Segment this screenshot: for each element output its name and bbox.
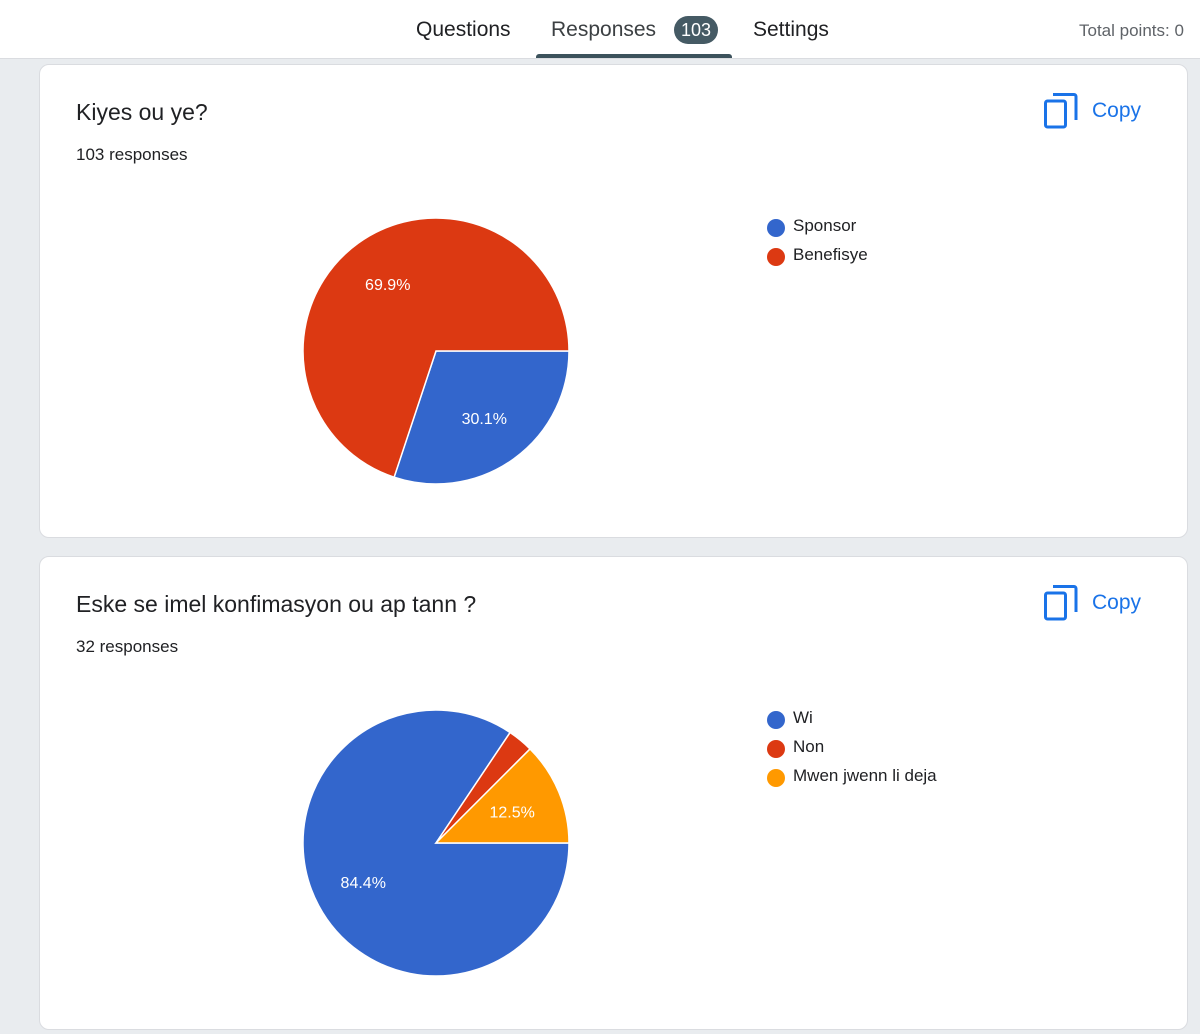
- question-summary-card: Eske se imel konfimasyon ou ap tann ? 32…: [39, 556, 1188, 1030]
- legend-color-swatch: [767, 769, 785, 787]
- tab-settings[interactable]: Settings: [753, 0, 843, 58]
- pie-slice-sponsor[interactable]: [393, 350, 570, 485]
- question-title: Kiyes ou ye?: [76, 99, 208, 125]
- tab-questions[interactable]: Questions: [416, 0, 526, 58]
- pie-value-label: 69.9%: [365, 277, 410, 294]
- legend-color-swatch: [767, 740, 785, 758]
- active-tab-indicator: [536, 54, 732, 58]
- legend-label: Non: [793, 737, 825, 756]
- legend-label: Sponsor: [793, 216, 857, 235]
- copy-chart-button[interactable]: Copy: [1044, 93, 1154, 129]
- pie-chart: 30.1% 69.9%: [302, 217, 570, 485]
- pie-value-label: 12.5%: [489, 804, 534, 821]
- pie-slice-benefisye[interactable]: [302, 217, 570, 479]
- legend-color-swatch: [767, 711, 785, 729]
- total-points: Total points: 0: [1079, 21, 1184, 40]
- copy-label: Copy: [1092, 591, 1142, 614]
- legend-label: Mwen jwenn li deja: [793, 766, 937, 785]
- top-bar: Questions Responses 103 Settings Total p…: [0, 0, 1200, 59]
- tab-responses-label: Responses: [551, 18, 657, 41]
- copy-label: Copy: [1092, 99, 1142, 122]
- tab-questions-label: Questions: [416, 18, 511, 41]
- legend-color-swatch: [767, 219, 785, 237]
- pie-value-label: 30.1%: [462, 411, 507, 428]
- response-count: 103 responses: [76, 145, 188, 164]
- legend-color-swatch: [767, 248, 785, 266]
- legend-label: Benefisye: [793, 245, 868, 264]
- responses-count-badge: 103: [674, 16, 718, 44]
- question-title: Eske se imel konfimasyon ou ap tann ?: [76, 591, 477, 617]
- pie-value-label: 84.4%: [341, 875, 386, 892]
- tab-responses[interactable]: Responses 103: [536, 0, 732, 58]
- pie-chart: 84.4% 12.5%: [302, 709, 570, 977]
- copy-icon: [1044, 585, 1078, 621]
- response-count: 32 responses: [76, 637, 179, 656]
- copy-icon: [1044, 93, 1078, 129]
- tab-settings-label: Settings: [753, 18, 829, 41]
- question-summary-card: Kiyes ou ye? 103 responses Copy 30.1% 69.…: [39, 64, 1188, 538]
- copy-chart-button[interactable]: Copy: [1044, 585, 1154, 621]
- legend-label: Wi: [793, 708, 813, 727]
- pie-slice-mwen-jwenn-li-deja[interactable]: [434, 747, 570, 844]
